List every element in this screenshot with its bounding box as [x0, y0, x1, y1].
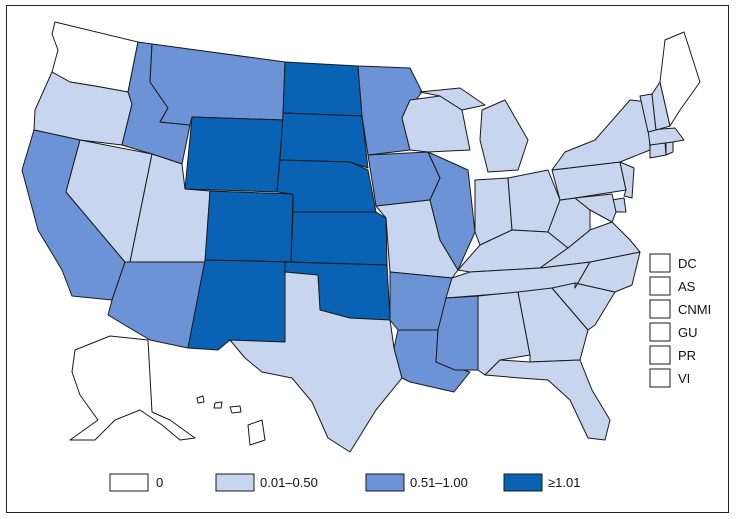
- legend-label-2: 0.51–1.00: [410, 475, 468, 490]
- state-ma: [647, 127, 685, 146]
- territory-dc-swatch: [649, 253, 671, 273]
- legend: 0 0.01–0.50 0.51–1.00 ≥1.01: [109, 473, 580, 492]
- territory-cnmi-swatch: [649, 299, 671, 319]
- territory-gu-swatch: [649, 322, 671, 342]
- territory-pr-swatch: [649, 345, 671, 365]
- legend-swatch-3: [503, 473, 543, 492]
- legend-item-3: ≥1.01: [503, 473, 580, 492]
- state-tx: [229, 271, 403, 453]
- legend-label-1: 0.01–0.50: [260, 475, 318, 490]
- territory-pr-label: PR: [678, 348, 696, 363]
- legend-label-0: 0: [156, 475, 163, 490]
- territory-dc-label: DC: [678, 256, 697, 271]
- state-nd: [282, 61, 363, 117]
- state-ks: [290, 211, 388, 266]
- state-co: [204, 190, 294, 263]
- state-ny: [551, 99, 651, 171]
- state-il: [427, 151, 476, 271]
- state-nj: [619, 161, 635, 199]
- legend-item-2: 0.51–1.00: [365, 473, 468, 492]
- state-ak: [69, 335, 196, 441]
- state-mi: [419, 87, 529, 173]
- territory-cnmi-label: CNMI: [678, 302, 711, 317]
- state-wy: [184, 116, 284, 193]
- state-md: [574, 193, 617, 223]
- state-sd: [279, 112, 369, 169]
- state-nm: [187, 259, 292, 351]
- state-ia: [367, 151, 441, 207]
- territory-dc: DC: [649, 253, 697, 273]
- territory-vi: VI: [649, 368, 690, 388]
- state-sc: [551, 282, 616, 331]
- territory-vi-swatch: [649, 368, 671, 388]
- territory-as: AS: [649, 276, 696, 296]
- legend-item-1: 0.01–0.50: [215, 473, 318, 492]
- territory-as-label: AS: [678, 279, 696, 294]
- legend-swatch-0: [109, 473, 149, 492]
- legend-label-3: ≥1.01: [548, 475, 580, 490]
- legend-swatch-2: [365, 473, 405, 492]
- legend-item-0: 0: [109, 473, 163, 492]
- territory-vi-label: VI: [678, 371, 690, 386]
- territory-gu: GU: [649, 322, 698, 342]
- state-me: [659, 31, 701, 127]
- territory-as-swatch: [649, 276, 671, 296]
- state-ri: [665, 141, 674, 156]
- territory-gu-label: GU: [678, 325, 698, 340]
- territory-pr: PR: [649, 345, 696, 365]
- territories-legend: DC AS CNMI GU PR VI: [649, 253, 711, 388]
- state-hi: [196, 395, 266, 446]
- territory-cnmi: CNMI: [649, 299, 711, 319]
- state-fl: [484, 359, 611, 441]
- state-mt: [149, 43, 286, 126]
- legend-swatch-1: [215, 473, 255, 492]
